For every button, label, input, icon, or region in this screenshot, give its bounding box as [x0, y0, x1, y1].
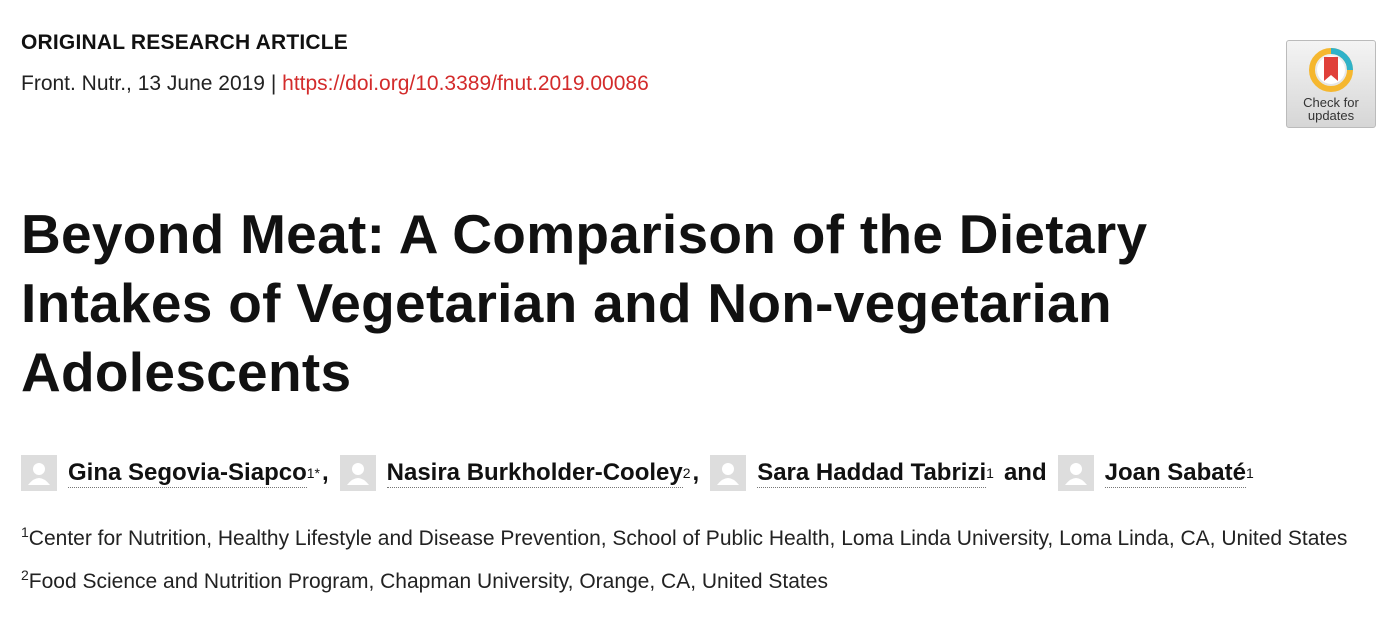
author: Nasira Burkholder-Cooley 2,	[339, 455, 711, 491]
author-separator: ,	[321, 459, 329, 486]
badge-line: Check for	[1303, 95, 1359, 110]
badge-icon	[1309, 48, 1353, 92]
author-name[interactable]: Gina Segovia-Siapco	[68, 458, 307, 488]
author-name[interactable]: Nasira Burkholder-Cooley	[386, 458, 683, 488]
separator: |	[270, 72, 277, 95]
affiliation: 2Food Science and Nutrition Program, Cha…	[21, 557, 1361, 600]
article-type: ORIGINAL RESEARCH ARTICLE	[21, 31, 349, 54]
affiliation-sup: 2	[21, 567, 29, 583]
author: Joan Sabaté 1	[1057, 455, 1254, 491]
article-title: Beyond Meat: A Comparison of the Dietary…	[21, 203, 1148, 403]
author-sup: 2	[682, 465, 691, 481]
author-sup: 1*	[306, 465, 320, 481]
affiliation: 1Center for Nutrition, Healthy Lifestyle…	[21, 514, 1361, 557]
avatar	[710, 455, 747, 491]
author-list: Gina Segovia-Siapco 1*, Nasira Burkholder-…	[21, 455, 1254, 491]
author-sup: 1	[1246, 465, 1254, 481]
citation-line: Front. Nutr., 13 June 2019 | https://doi…	[21, 72, 649, 96]
affiliation-sup: 1	[21, 524, 29, 540]
author: Sara Haddad Tabrizi 1 and	[710, 455, 1057, 491]
author-name[interactable]: Sara Haddad Tabrizi	[757, 458, 987, 488]
author-sup: 1	[986, 465, 994, 481]
badge-line: updates	[1307, 108, 1355, 123]
check-updates-badge[interactable]: Check for updates	[1286, 40, 1376, 128]
avatar	[1057, 455, 1094, 491]
avatar	[339, 455, 376, 491]
author-separator: ,	[692, 459, 700, 486]
affiliation-list: 1Center for Nutrition, Healthy Lifestyle…	[21, 514, 1361, 600]
affiliation-text: Food Science and Nutrition Program, Chap…	[28, 570, 828, 593]
avatar	[21, 455, 57, 491]
affiliation-text: Center for Nutrition, Healthy Lifestyle …	[28, 527, 1348, 550]
doi-link[interactable]: https://doi.org/10.3389/fnut.2019.00086	[282, 72, 649, 95]
citation: Front. Nutr., 13 June 2019	[21, 72, 265, 95]
author-separator: and	[1003, 459, 1047, 486]
author: Gina Segovia-Siapco 1*,	[21, 455, 340, 491]
author-name[interactable]: Joan Sabaté	[1104, 458, 1246, 488]
